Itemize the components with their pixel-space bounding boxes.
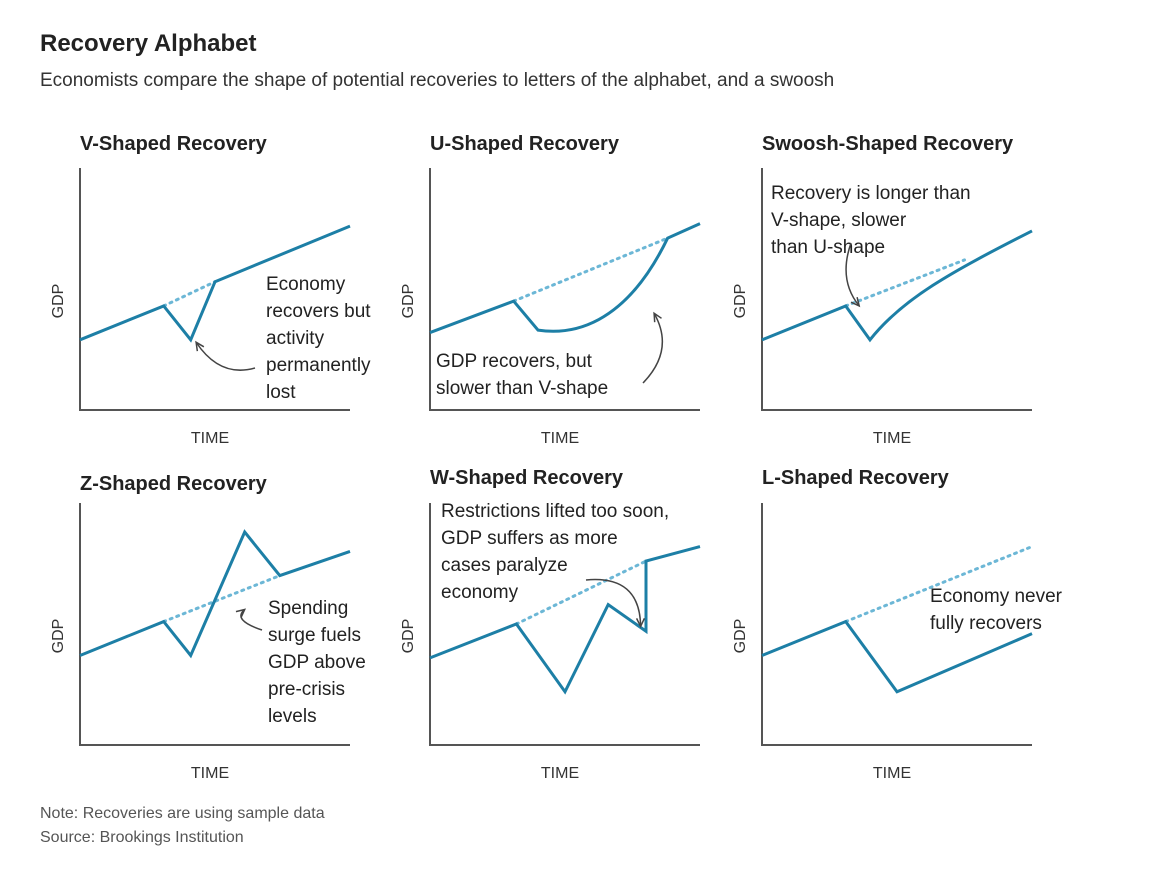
page-subtitle: Economists compare the shape of potentia… [40,70,835,91]
vshaped-panel-title: V-Shaped Recovery [80,133,268,155]
vshaped-gdp-series-line [79,224,351,343]
vshaped-axes [79,168,350,411]
zshaped-annotation-line: pre-crisis [268,679,345,700]
vshaped-x-axis-label: TIME [191,430,229,447]
lshaped-panel-title: L-Shaped Recovery [762,467,950,489]
vshaped-arrowhead-icon [195,340,205,352]
swooshshaped-y-axis-label: GDP [732,284,749,319]
swooshshaped-annotation-line: than U-shape [771,237,885,258]
ushaped-annotation-line: GDP recovers, but [436,351,593,372]
wshaped-x-axis-label: TIME [541,765,579,782]
zshaped-annotation-line: surge fuels [268,625,361,646]
footnote-note: Note: Recoveries are using sample data [40,805,325,822]
footnote-source: Source: Brookings Institution [40,829,244,846]
swooshshaped-panel-title: Swoosh-Shaped Recovery [762,133,1014,155]
wshaped-annotation-arrow [585,578,642,627]
zshaped-annotation-arrow [240,608,263,631]
wshaped-annotation-line: cases paralyze [441,555,568,576]
vshaped-annotation-line: recovers but [266,301,371,322]
lshaped-annotation-line: Economy never [930,586,1063,607]
ushaped-panel: U-Shaped Recovery TIME GDP GDP recovers, bu… [400,133,701,447]
ushaped-panel-title: U-Shaped Recovery [430,133,620,155]
lshaped-annotation-line: fully recovers [930,613,1042,634]
zshaped-axes [79,503,350,746]
ushaped-x-axis-label: TIME [541,430,579,447]
ushaped-annotation-arrow [642,312,664,384]
ushaped-axes [429,168,700,411]
vshaped-trend-line [162,280,217,308]
lshaped-x-axis-label: TIME [873,765,911,782]
page-title: Recovery Alphabet [40,30,257,57]
swooshshaped-arrowhead-icon [850,297,861,308]
vshaped-annotation-line: lost [266,382,296,403]
lshaped-trend-line [844,545,1034,624]
recovery-chart-grid: V-Shaped Recovery TIME GDP Economy recovers … [50,133,1063,782]
wshaped-arrowhead-icon [635,617,646,629]
ushaped-y-axis-label: GDP [400,284,417,319]
wshaped-panel: W-Shaped Recovery TIME GDP Restrictions lif… [400,467,701,782]
vshaped-annotation-line: permanently [266,355,371,376]
swooshshaped-axes [761,168,1032,411]
vshaped-panel: V-Shaped Recovery TIME GDP Economy recovers … [50,133,371,447]
lshaped-panel: L-Shaped Recovery TIME GDP Economy never ful… [732,467,1063,782]
zshaped-arrowhead-icon [235,608,247,618]
vshaped-annotation-line: activity [266,328,325,349]
zshaped-trend-line [162,574,282,624]
wshaped-annotation-line: Restrictions lifted too soon, [441,501,669,522]
ushaped-gdp-series-line [429,222,701,334]
lshaped-gdp-series-line [761,619,1033,694]
swooshshaped-x-axis-label: TIME [873,430,911,447]
zshaped-annotation-line: levels [268,706,317,727]
swooshshaped-gdp-series-line [761,229,1033,343]
vshaped-y-axis-label: GDP [50,284,67,319]
zshaped-annotation-line: GDP above [268,652,366,673]
wshaped-panel-title: W-Shaped Recovery [430,467,624,489]
zshaped-x-axis-label: TIME [191,765,229,782]
wshaped-axes [429,503,700,746]
wshaped-trend-line [514,559,648,626]
zshaped-y-axis-label: GDP [50,619,67,654]
wshaped-y-axis-label: GDP [400,619,417,654]
swooshshaped-annotation-line: V-shape, slower [771,210,907,231]
ushaped-arrowhead-icon [653,311,662,323]
swooshshaped-trend-line [844,258,966,308]
lshaped-y-axis-label: GDP [732,619,749,654]
ushaped-trend-line [512,236,670,303]
wshaped-gdp-series-line [429,545,701,695]
zshaped-panel: Z-Shaped Recovery TIME GDP Spending surge fu… [50,473,366,782]
swooshshaped-panel: Swoosh-Shaped Recovery TIME GDP Recovery is… [732,133,1033,447]
vshaped-annotation-arrow [195,341,256,371]
swooshshaped-annotation-arrow [845,242,860,307]
wshaped-annotation-line: GDP suffers as more [441,528,618,549]
lshaped-axes [761,503,1032,746]
vshaped-annotation-line: Economy [266,274,346,295]
wshaped-annotation-line: economy [441,582,519,603]
ushaped-annotation-line: slower than V-shape [436,378,608,399]
swooshshaped-annotation-line: Recovery is longer than [771,183,971,204]
zshaped-gdp-series-line [79,529,351,659]
zshaped-panel-title: Z-Shaped Recovery [80,473,268,495]
zshaped-annotation-line: Spending [268,598,348,619]
